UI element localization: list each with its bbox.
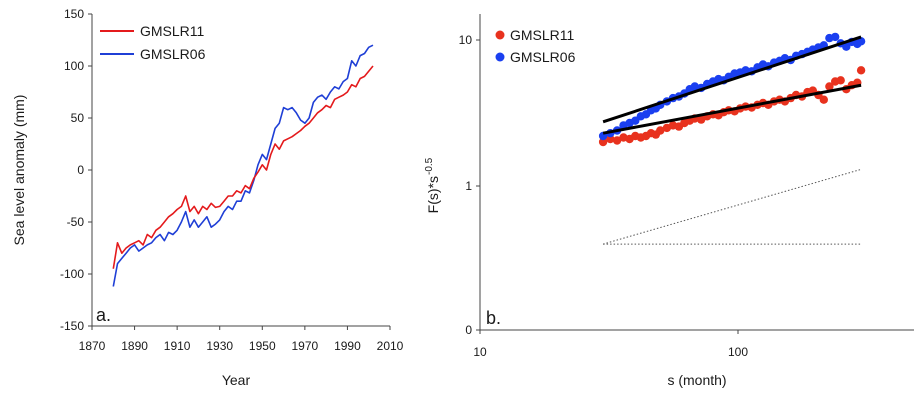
legend-marker-gmslr11 <box>495 30 505 40</box>
series-line-gmslr11 <box>112 65 374 269</box>
x-tick-label: 1910 <box>164 339 191 353</box>
panel-b-x-axis-title: s (month) <box>667 372 726 388</box>
panel-a-x-axis-title: Year <box>222 372 251 388</box>
point-gmslr06 <box>856 37 866 46</box>
panel-a-y-ticks: 150 100 50 0 -50 -100 -150 <box>60 7 92 333</box>
point-gmslr06 <box>690 82 699 91</box>
x-tick-label: 1870 <box>79 339 106 353</box>
panel-b-fit-lines <box>602 35 862 135</box>
point-gmslr06 <box>842 42 851 51</box>
point-gmslr11 <box>656 126 665 135</box>
y-tick-label: 1 <box>465 179 472 193</box>
legend-label-gmslr06-b: GMSLR06 <box>510 49 576 65</box>
y-tick-label: 10 <box>459 33 473 47</box>
point-gmslr06 <box>831 32 840 42</box>
panel-a-x-ticks: 1870 1890 1910 1930 1950 1970 1990 2010 <box>79 326 404 353</box>
panel-b-x-ticks: 10 100 <box>473 330 748 359</box>
x-tick-label: 1950 <box>249 339 276 353</box>
x-tick-label: 2010 <box>377 339 404 353</box>
panel-a-label: a. <box>96 305 111 325</box>
y-tick-label: 50 <box>71 111 85 125</box>
legend-label-gmslr11-b: GMSLR11 <box>510 27 575 43</box>
fit-line-2 <box>602 83 862 135</box>
panel-b-y-axis-title: F(s)*s <box>425 176 441 213</box>
x-tick-label: 1990 <box>334 339 361 353</box>
point-gmslr11 <box>825 82 834 91</box>
point-gmslr11 <box>836 76 845 85</box>
point-gmslr11 <box>598 137 608 147</box>
panel-a-series <box>112 44 374 287</box>
y-tick-label: -150 <box>60 319 84 333</box>
legend-label-gmslr11: GMSLR11 <box>140 23 205 39</box>
panel-b-legend: GMSLR11 GMSLR06 <box>495 27 576 65</box>
y-tick-label: -100 <box>60 267 84 281</box>
y-tick-label: 0 <box>77 163 84 177</box>
point-gmslr11 <box>612 136 622 145</box>
x-tick-label: 1930 <box>206 339 233 353</box>
series-line-gmslr06 <box>112 44 374 287</box>
x-tick-label: 1970 <box>292 339 319 353</box>
y-tick-label: 150 <box>64 7 84 21</box>
panel-a: 150 100 50 0 -50 -100 -150 1870 1890 1910 1930 195… <box>11 7 404 388</box>
reference-line-1 <box>602 168 862 245</box>
point-gmslr11 <box>606 134 615 144</box>
legend-label-gmslr06: GMSLR06 <box>140 46 206 62</box>
legend-marker-gmslr06 <box>495 52 505 62</box>
panel-a-legend: GMSLR11 GMSLR06 <box>100 23 206 62</box>
panel-b-y-axis-exponent: -0.5 <box>424 157 435 175</box>
panel-b-label: b. <box>486 308 501 328</box>
y-tick-label: 100 <box>64 59 84 73</box>
point-gmslr11 <box>819 95 828 104</box>
x-tick-label: 10 <box>473 345 487 359</box>
panel-a-y-axis-title: Sea level anomaly (mm) <box>11 95 27 246</box>
panel-b-y-axis-title-group: F(s)*s -0.5 <box>424 157 441 213</box>
x-tick-label: 1890 <box>121 339 148 353</box>
fit-line-1 <box>602 35 862 124</box>
y-tick-label: 0 <box>465 323 472 337</box>
panel-b-guide-lines <box>602 168 862 245</box>
y-tick-label: -50 <box>67 215 85 229</box>
x-tick-label: 100 <box>728 345 748 359</box>
point-gmslr11 <box>856 66 866 75</box>
